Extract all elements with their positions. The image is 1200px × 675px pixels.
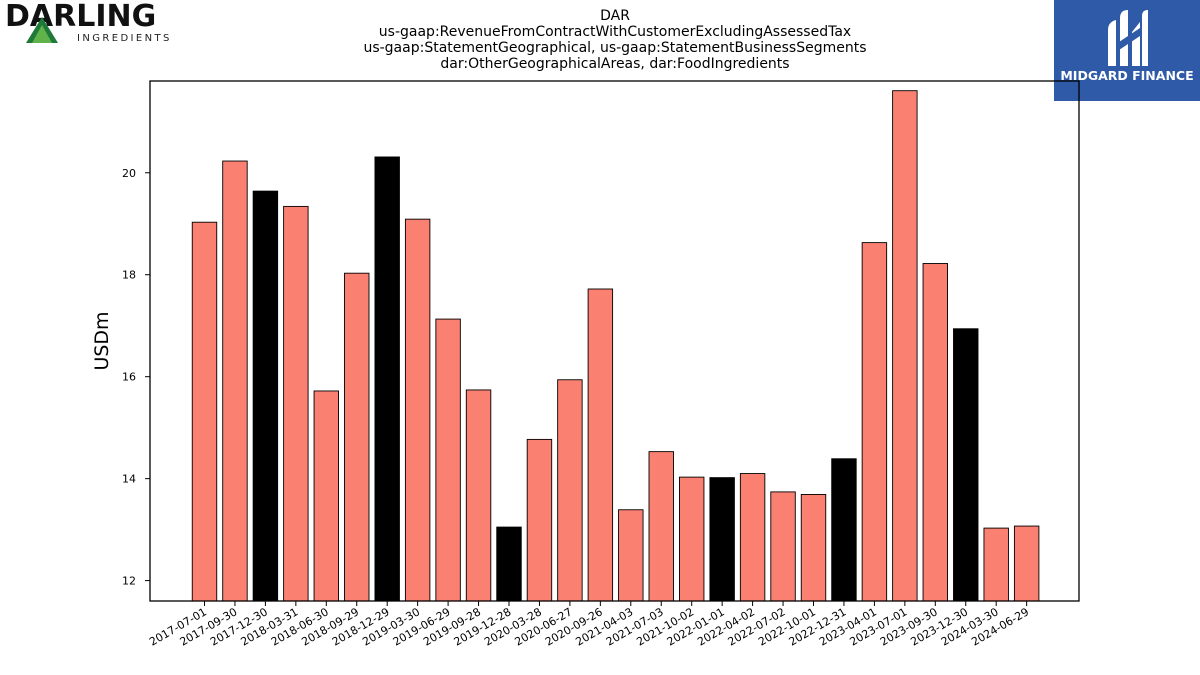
bar-2019-06-29 [435, 318, 461, 602]
bar-2017-07-01 [191, 221, 218, 602]
bar-2019-12-28 [496, 526, 522, 602]
chart-title-line: DAR [600, 8, 630, 24]
bar-2018-06-30 [313, 390, 339, 602]
y-axis-ticks: 12 14 16 18 20 [122, 167, 150, 588]
midgard-finance-logo: MIDGARD FINANCE [1054, 0, 1200, 101]
y-tick-label: 14 [122, 473, 136, 486]
bar-2020-03-28 [526, 438, 553, 602]
bar-2023-04-01 [861, 242, 888, 602]
bar-2017-09-30 [222, 160, 248, 602]
bar-2018-09-29 [344, 272, 370, 602]
bar-2024-06-29 [1013, 525, 1040, 602]
chart-title-line: dar:OtherGeographicalAreas, dar:FoodIngr… [440, 56, 789, 72]
plot-frame [149, 80, 1080, 602]
bar-2023-07-01 [892, 90, 918, 602]
bar-2022-12-31 [831, 458, 857, 602]
y-tick-label: 18 [122, 269, 136, 282]
darling-triangle-icon [26, 17, 58, 43]
bar-2022-07-02 [770, 491, 796, 602]
bar-2018-12-29 [374, 156, 400, 602]
bar-2022-10-01 [800, 494, 827, 602]
y-tick-label: 12 [122, 575, 136, 588]
bar-2021-04-03 [618, 509, 644, 602]
y-tick-label: 16 [122, 371, 136, 384]
midgard-finance-word: MIDGARD FINANCE [1060, 68, 1194, 83]
chart-title-line: us-gaap:StatementGeographical, us-gaap:S… [363, 40, 866, 56]
bar-2019-03-30 [404, 218, 431, 602]
midgard-m-icon [1108, 10, 1148, 66]
chart-title-line: us-gaap:RevenueFromContractWithCustomerE… [379, 24, 851, 40]
bar-2023-09-30 [922, 263, 948, 602]
darling-logo-subtitle: INGREDIENTS [77, 33, 172, 44]
y-tick-label: 20 [122, 167, 136, 180]
bar-2020-06-27 [557, 379, 583, 602]
bar-2017-12-30 [252, 190, 279, 602]
bar-2023-12-30 [953, 328, 979, 602]
x-axis-ticks: 2017-07-012017-09-302017-12-302018-03-31… [147, 601, 1031, 649]
darling-logo: DARLING INGREDIENTS [0, 0, 175, 50]
bar-2024-03-30 [983, 527, 1009, 602]
y-axis-label: USDm [91, 311, 113, 370]
bar-2021-07-03 [648, 451, 674, 602]
bar-2018-03-31 [283, 205, 309, 602]
chart-title: DARus-gaap:RevenueFromContractWithCustom… [363, 8, 866, 72]
bar-2021-10-02 [679, 476, 705, 602]
bar-2022-01-01 [709, 477, 735, 602]
bar-2020-09-26 [587, 288, 614, 602]
bar-2019-09-28 [465, 389, 492, 602]
bars-group [191, 90, 1040, 602]
bar-2022-04-02 [739, 473, 766, 602]
darling-logo-word: DARLING [5, 0, 157, 34]
